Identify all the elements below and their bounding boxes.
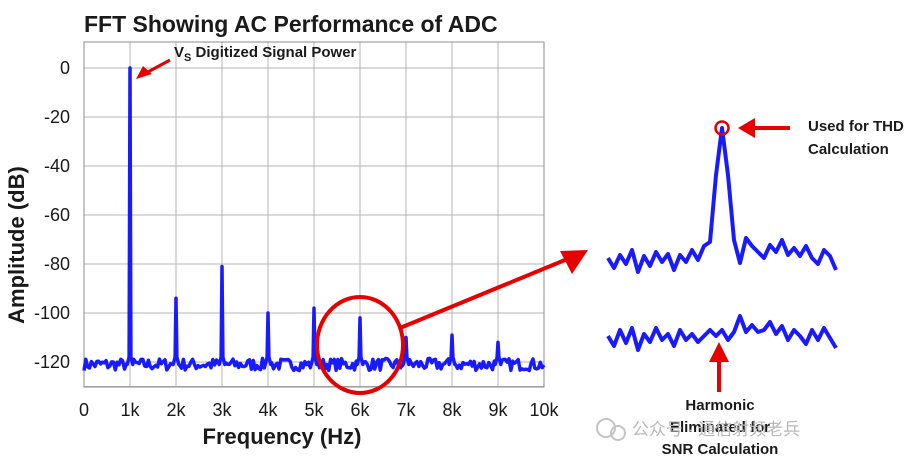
snr-arrow-head	[709, 342, 729, 362]
zoom-trace-snr	[606, 314, 838, 352]
x-tick-label: 3k	[212, 400, 232, 420]
zoom-trace-thd	[606, 126, 838, 274]
wechat-icon	[596, 418, 616, 438]
x-tick-label: 4k	[258, 400, 278, 420]
x-tick-label: 9k	[488, 400, 508, 420]
signal-annotation: VS Digitized Signal Power	[136, 44, 357, 79]
x-axis-label: Frequency (Hz)	[203, 424, 362, 449]
thd-label-line1: Used for THD	[808, 118, 904, 135]
peak-point	[312, 306, 316, 310]
y-axis-label: Amplitude (dB)	[4, 166, 29, 324]
x-tick-label: 5k	[304, 400, 324, 420]
x-tick-label: 0	[79, 400, 89, 420]
peak-point	[220, 264, 224, 268]
chart-title: FFT Showing AC Performance of ADC	[84, 11, 498, 37]
x-tick-label: 2k	[166, 400, 186, 420]
x-tick-label: 1k	[120, 400, 140, 420]
peak-point	[496, 340, 500, 344]
y-tick-label: -40	[44, 156, 70, 176]
signal-label-sub: S	[184, 52, 191, 64]
x-tick-labels: 0 1k 2k 3k 4k 5k 6k 7k 8k 9k 10k	[79, 400, 560, 420]
wechat-icon-bubble	[610, 425, 626, 441]
plot-frame	[83, 41, 545, 388]
peak-point	[266, 311, 270, 315]
y-tick-label: -120	[34, 352, 70, 372]
watermark: 公众号 · 通信射频老兵	[596, 418, 800, 441]
y-tick-label: 0	[60, 58, 70, 78]
thd-peak-circle	[714, 120, 730, 136]
zoom-highlight-circle	[315, 295, 405, 395]
thd-label-line2: Calculation	[808, 141, 889, 158]
watermark-text: 公众号 · 通信射频老兵	[632, 420, 800, 439]
signal-label-rest: Digitized Signal Power	[191, 44, 356, 61]
peak-point	[358, 316, 362, 320]
peak-point	[450, 333, 454, 337]
y-tick-label: -20	[44, 107, 70, 127]
signal-arrow-head	[136, 66, 152, 79]
peak-point	[128, 66, 132, 70]
signal-label: VS Digitized Signal Power	[174, 44, 357, 64]
y-tick-label: -100	[34, 303, 70, 323]
snr-label-line1: Harmonic	[685, 397, 754, 414]
x-tick-label: 6k	[350, 400, 370, 420]
signal-arrow-shaft	[145, 58, 171, 75]
peak-point	[404, 336, 408, 339]
x-tick-label: 8k	[442, 400, 462, 420]
snr-label-line3: SNR Calculation	[662, 441, 779, 458]
peak-markers	[128, 66, 500, 344]
zoom-arrow-shaft	[399, 258, 566, 330]
zoom-arrow-head	[560, 250, 588, 274]
x-tick-label: 10k	[529, 400, 559, 420]
y-tick-labels: 0 -20 -40 -60 -80 -100 -120	[34, 58, 70, 372]
y-tick-label: -60	[44, 205, 70, 225]
signal-label-main: V	[174, 44, 184, 61]
x-tick-label: 7k	[396, 400, 416, 420]
peak-point	[174, 296, 178, 300]
thd-arrow-head	[738, 118, 755, 138]
snr-label-line2: Eliminated for	[670, 419, 770, 436]
y-tick-label: -80	[44, 254, 70, 274]
